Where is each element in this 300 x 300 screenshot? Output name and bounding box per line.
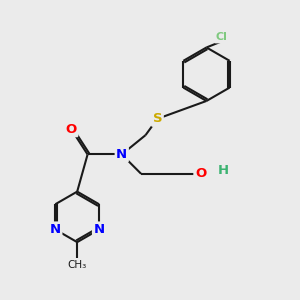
Text: Cl: Cl <box>215 32 227 42</box>
Text: H: H <box>217 164 228 177</box>
Text: O: O <box>195 167 206 180</box>
Text: O: O <box>66 123 77 136</box>
Text: N: N <box>116 148 127 161</box>
Text: S: S <box>153 112 162 125</box>
Text: N: N <box>94 223 105 236</box>
Text: CH₃: CH₃ <box>68 260 87 270</box>
Text: N: N <box>50 223 61 236</box>
